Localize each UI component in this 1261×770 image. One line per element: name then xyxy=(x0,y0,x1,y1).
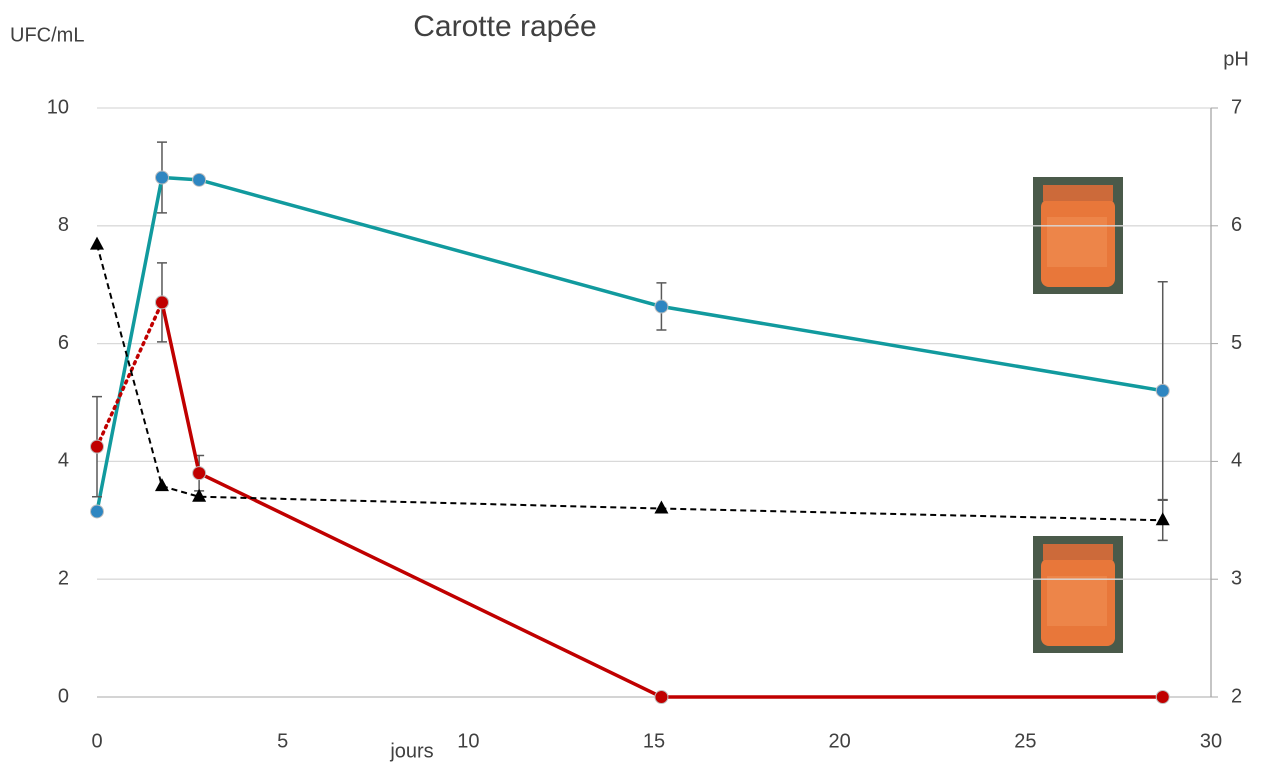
x-axis-label: jours xyxy=(389,740,433,762)
y2-tick-label: 6 xyxy=(1231,214,1242,236)
x-tick-label: 25 xyxy=(1014,730,1036,752)
jar-photo xyxy=(1033,536,1123,653)
point xyxy=(654,500,669,514)
chart-title: Carotte rapée xyxy=(413,10,596,43)
x-tick-label: 0 xyxy=(91,730,102,752)
x-tick-label: 5 xyxy=(277,730,288,752)
point xyxy=(154,478,169,492)
point xyxy=(1155,690,1170,704)
point xyxy=(192,172,207,187)
y-tick-label: 0 xyxy=(58,685,69,707)
y2-axis-label: pH xyxy=(1223,48,1249,70)
point xyxy=(90,439,104,454)
point xyxy=(654,690,669,704)
jar-photo xyxy=(1033,177,1123,294)
series-line xyxy=(96,244,1163,522)
point xyxy=(192,488,207,502)
y-axis-label: UFC/mL xyxy=(10,24,84,46)
y2-tick-label: 5 xyxy=(1231,332,1242,354)
y-tick-label: 10 xyxy=(47,96,69,118)
point xyxy=(90,504,104,519)
y-tick-label: 2 xyxy=(58,567,69,589)
x-tick-label: 30 xyxy=(1200,730,1222,752)
x-tick-label: 10 xyxy=(457,730,479,752)
point xyxy=(90,236,104,250)
point xyxy=(192,466,207,481)
point xyxy=(1155,512,1170,526)
series-line xyxy=(95,300,164,449)
x-tick-label: 20 xyxy=(829,730,851,752)
point xyxy=(1155,383,1170,398)
point xyxy=(654,299,669,314)
point xyxy=(154,170,169,185)
y-tick-label: 8 xyxy=(58,214,69,236)
y2-tick-label: 4 xyxy=(1231,450,1242,472)
y2-tick-label: 7 xyxy=(1231,96,1242,118)
x-tick-label: 15 xyxy=(643,730,665,752)
y2-tick-label: 2 xyxy=(1231,685,1242,707)
y-tick-label: 4 xyxy=(58,450,69,472)
y-tick-label: 6 xyxy=(58,332,69,354)
point xyxy=(154,295,169,310)
y2-tick-label: 3 xyxy=(1231,567,1242,589)
series-line xyxy=(160,301,1163,699)
